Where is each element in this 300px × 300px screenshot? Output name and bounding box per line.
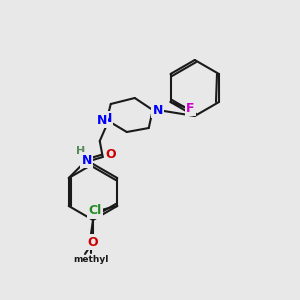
Text: N: N bbox=[97, 113, 107, 127]
Text: N: N bbox=[153, 103, 163, 116]
Text: O: O bbox=[88, 236, 98, 248]
Text: N: N bbox=[82, 154, 92, 166]
Text: methyl: methyl bbox=[73, 256, 109, 265]
Text: H: H bbox=[76, 146, 86, 156]
Text: F: F bbox=[186, 101, 195, 115]
Text: N: N bbox=[102, 112, 112, 125]
Text: O: O bbox=[105, 148, 116, 161]
Text: O: O bbox=[86, 236, 96, 248]
Text: Cl: Cl bbox=[88, 205, 102, 218]
